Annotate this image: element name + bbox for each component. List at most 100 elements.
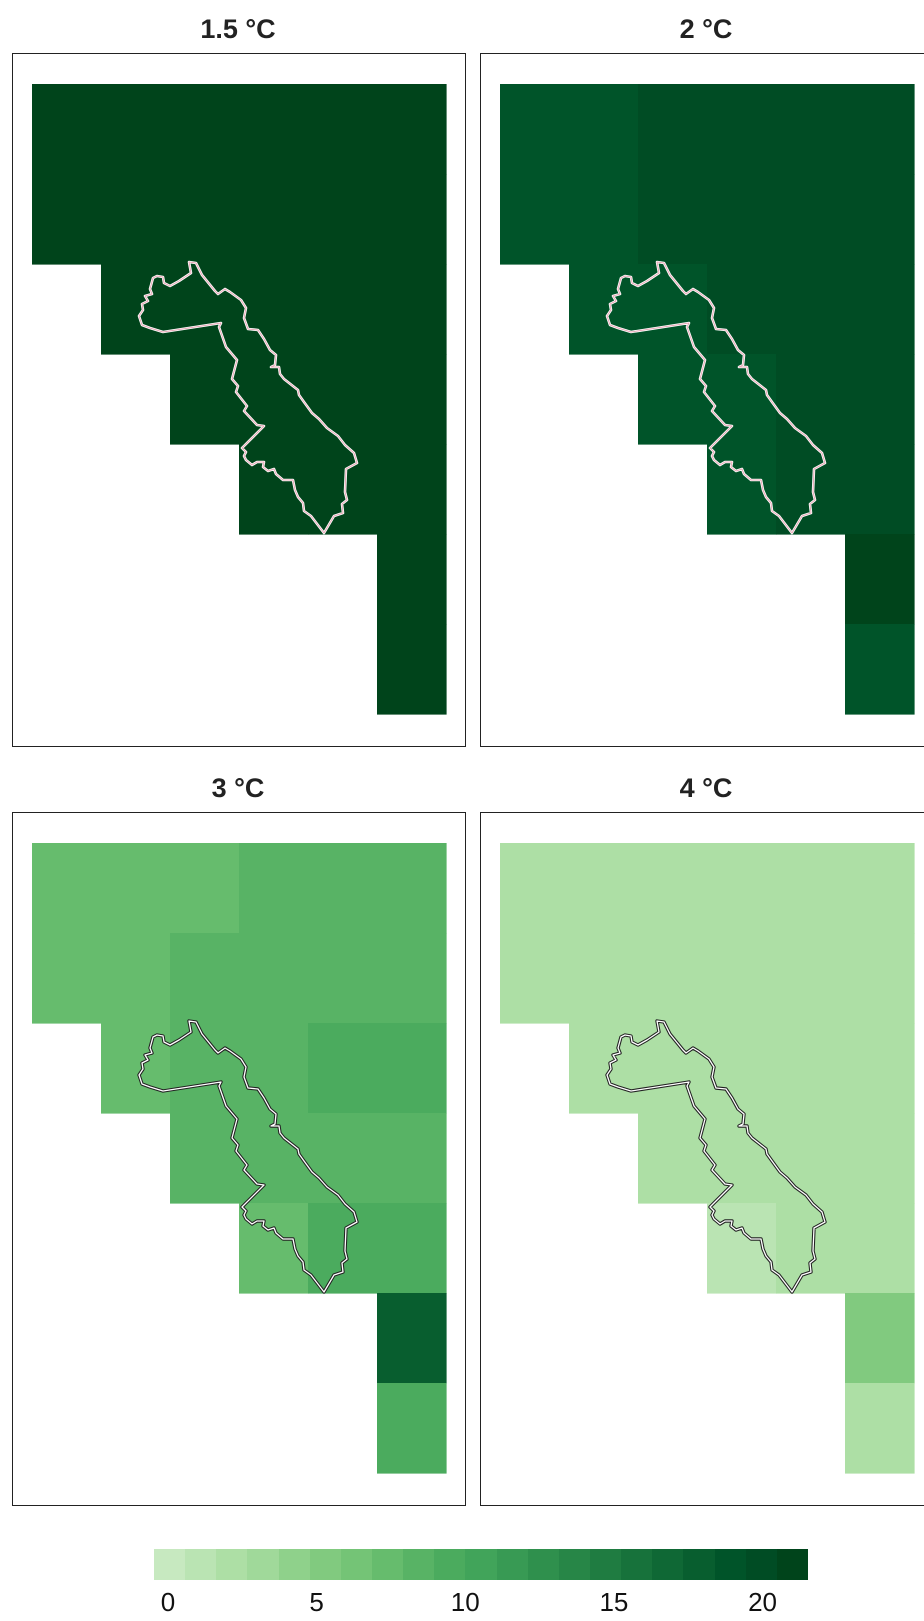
colorbar-segment <box>185 1549 217 1580</box>
heatmap-cell <box>170 933 240 1024</box>
heatmap-cell <box>845 444 915 535</box>
heatmap-cell <box>845 933 915 1024</box>
heatmap-cell <box>776 1203 846 1294</box>
heatmap-cell <box>638 174 708 265</box>
heatmap-cell <box>308 264 378 355</box>
heatmap-cell <box>776 264 846 355</box>
heatmap-cell <box>101 933 171 1024</box>
colorbar-segment <box>403 1549 435 1580</box>
heatmap-cell <box>239 444 309 535</box>
heatmap-cell <box>239 1023 309 1114</box>
heatmap-cell <box>377 534 447 625</box>
heatmap-cell <box>776 1023 846 1114</box>
heatmap-cell <box>707 1023 777 1114</box>
heatmap-cell <box>101 264 171 355</box>
heatmap-cell <box>776 843 846 934</box>
heatmap-cell <box>638 84 708 175</box>
region-outline-inner <box>606 261 826 534</box>
heatmap-cell <box>845 1203 915 1294</box>
colorbar-segment <box>309 1549 341 1580</box>
panel-frame <box>12 53 466 747</box>
heatmap-cell <box>377 264 447 355</box>
heatmap-cell <box>845 624 915 715</box>
heatmap-cell <box>170 1113 240 1204</box>
heatmap-cell <box>377 1293 447 1384</box>
colorbar-segment <box>714 1549 746 1580</box>
heatmap-cell <box>500 174 570 265</box>
colorbar-segment <box>589 1549 622 1580</box>
heatmap-cell <box>170 84 240 175</box>
heatmap-cell <box>239 843 309 934</box>
heatmap-cell <box>101 84 171 175</box>
heatmap-cell <box>377 444 447 535</box>
heatmap-cell <box>239 933 309 1024</box>
colorbar-segment <box>434 1549 466 1580</box>
heatmap-cell <box>638 933 708 1024</box>
heatmap-cell <box>707 354 777 445</box>
heatmap-cell <box>377 1383 447 1474</box>
heatmap-cell <box>239 1203 309 1294</box>
heatmap-cell <box>845 264 915 355</box>
heatmap-cell <box>707 933 777 1024</box>
colorbar-segment <box>776 1549 808 1580</box>
heatmap-cell <box>308 1203 378 1294</box>
region-outline-inner <box>606 1020 826 1293</box>
heatmap-cell <box>101 174 171 265</box>
heatmap-cell <box>377 354 447 445</box>
heatmap-cell <box>845 843 915 934</box>
heatmap-cell <box>569 84 639 175</box>
heatmap-cell <box>170 843 240 934</box>
heatmap-cell <box>377 1203 447 1294</box>
heatmap-cell <box>569 843 639 934</box>
colorbar-segment <box>496 1549 528 1580</box>
heatmap-cell <box>569 933 639 1024</box>
heatmap-cell <box>845 174 915 265</box>
heatmap-cell <box>32 933 102 1024</box>
colorbar-segment <box>247 1549 279 1580</box>
heatmap-cell <box>776 933 846 1024</box>
colorbar-segment <box>683 1549 715 1580</box>
heatmap-cell <box>32 84 102 175</box>
colorbar-segment <box>340 1549 372 1580</box>
colorbar-segment <box>154 1549 186 1580</box>
heatmap-cell <box>707 174 777 265</box>
heatmap-cell <box>377 1113 447 1204</box>
colorbar-tick-label: 10 <box>450 1587 480 1617</box>
colorbar-segment <box>745 1549 777 1580</box>
heatmap-cell <box>101 843 171 934</box>
heatmap-cell <box>377 933 447 1024</box>
heatmap-cell <box>308 174 378 265</box>
heatmap-cell <box>776 354 846 445</box>
heatmap-cell <box>239 354 309 445</box>
heatmap-cell <box>569 1023 639 1114</box>
heatmap-cell <box>707 1203 777 1294</box>
heatmap-cell <box>308 84 378 175</box>
heatmap-cell <box>377 1023 447 1114</box>
heatmap-cell <box>845 1293 915 1384</box>
heatmap-cell <box>845 84 915 175</box>
heatmap-cell <box>845 1113 915 1204</box>
colorbar-segment <box>527 1549 559 1580</box>
heatmap-cell <box>500 84 570 175</box>
heatmap-cell <box>377 624 447 715</box>
colorbar-segment <box>278 1549 310 1580</box>
panel-title: 2 °C <box>679 14 733 44</box>
heatmap-cell <box>569 264 639 355</box>
heatmap-cell <box>308 933 378 1024</box>
region-outline-inner <box>138 1020 358 1293</box>
colorbar-tick-label: 20 <box>748 1587 777 1617</box>
colorbar-segment <box>371 1549 404 1580</box>
panel-title: 1.5 °C <box>200 14 276 44</box>
colorbar-tick-label: 0 <box>160 1587 176 1617</box>
heatmap-cell <box>308 1113 378 1204</box>
colorbar-segment <box>621 1549 653 1580</box>
heatmap-cell <box>170 174 240 265</box>
heatmap-cell <box>377 84 447 175</box>
heatmap-cell <box>239 264 309 355</box>
heatmap-cell <box>845 534 915 625</box>
heatmap-cell <box>776 84 846 175</box>
colorbar-segment <box>558 1549 590 1580</box>
